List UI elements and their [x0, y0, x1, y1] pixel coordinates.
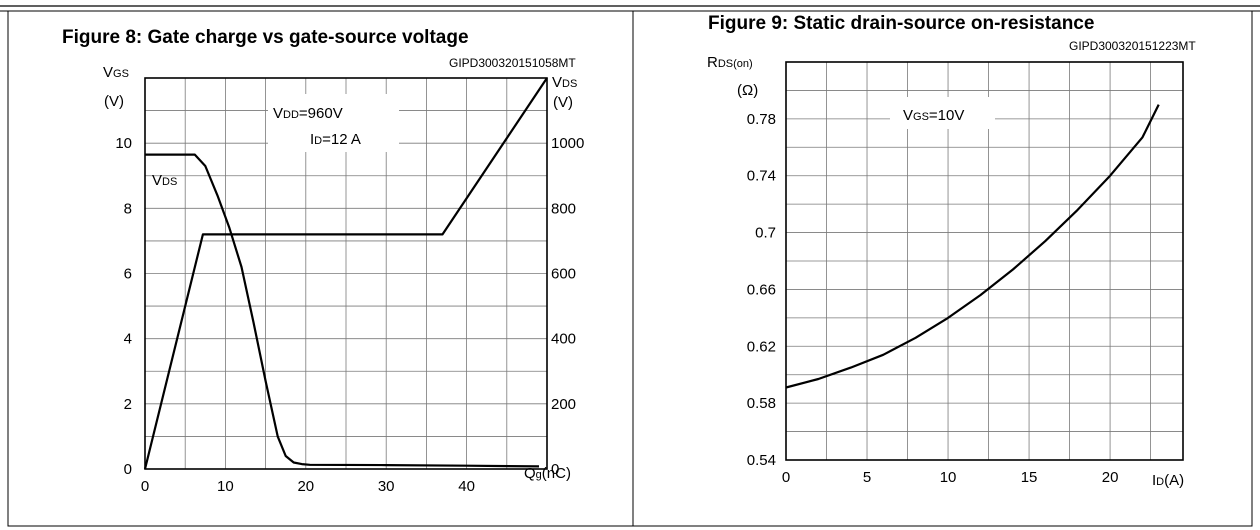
figure-8-x-tick-label: 30: [378, 478, 395, 495]
figure-9-x-tick-label: 10: [940, 469, 957, 486]
figure-9-y-axis-label: RDS(on): [707, 54, 753, 71]
figure-9-y-tick-label: 0.7: [755, 225, 776, 242]
figure-9-code: GIPD300320151223MT: [1069, 39, 1196, 53]
figure-8-right-tick-label: 200: [551, 396, 576, 413]
figure-frame: [7, 10, 1253, 527]
figure-8-series: [143, 77, 548, 470]
figure-8-left-axis-unit: (V): [104, 93, 124, 110]
figure-9-title: Figure 9: Static drain-source on-resista…: [708, 13, 1094, 34]
figure-8-annotation-box: [268, 94, 399, 152]
figure-8-left-tick-label: 4: [124, 331, 132, 348]
figure-8-title: Figure 8: Gate charge vs gate-source vol…: [62, 27, 469, 48]
figure-9-x-tick-label: 0: [782, 469, 790, 486]
figure-8-x-tick-label: 20: [297, 478, 314, 495]
figure-8-id-annotation: ID=12 A: [310, 131, 361, 148]
figure-9-rds-curve: [785, 104, 1160, 389]
figure-9-plot-frame: [785, 61, 1184, 461]
figure-9-x-axis-label: ID(A): [1152, 472, 1184, 489]
figure-9-y-tick-label: 0.62: [747, 338, 776, 355]
figure-9-y-tick-label: 0.66: [747, 281, 776, 298]
figure-9-x-tick-label: 20: [1102, 469, 1119, 486]
figure-9-y-tick-label: 0.58: [747, 395, 776, 412]
figure-9-y-tick-label: 0.54: [747, 452, 776, 469]
figure-8-left-tick-label: 10: [115, 135, 132, 152]
figure-8-vgs-curve: [143, 77, 548, 470]
figure-8-grid: [145, 78, 547, 469]
figure-8-x-axis-label: Qg(nC): [524, 465, 571, 482]
figure-9-y-tick-label: 0.74: [747, 168, 776, 185]
figure-9: Figure 9: Static drain-source on-resista…: [707, 13, 1196, 489]
figure-8-x-tick-label: 0: [141, 478, 149, 495]
figure-9-y-axis-unit: (Ω): [737, 82, 758, 99]
figure-8-right-tick-label: 1000: [551, 135, 584, 152]
figure-9-y-tick-label: 0.78: [747, 111, 776, 128]
figure-8-vdd-annotation: VDD=960V: [273, 105, 343, 122]
figure-9-tick-labels: 0 5 10 15 20 0.54 0.58 0.62 0.66 0.7 0.74 0.78: [747, 111, 1119, 486]
figure-8-vds-curve-label: VDS: [152, 172, 177, 189]
figure-8-right-axis-unit: (V): [553, 94, 573, 111]
figure-8-plot-frame: [144, 77, 548, 470]
figure-8-x-tick-label: 10: [217, 478, 234, 495]
figure-8-right-tick-label: 0: [551, 461, 559, 478]
figure-8: Figure 8: Gate charge vs gate-source vol…: [62, 27, 584, 495]
figure-8-right-axis-label: VDS: [552, 74, 577, 91]
figure-8-right-tick-label: 400: [551, 331, 576, 348]
figure-8-left-tick-label: 8: [124, 200, 132, 217]
figure-8-left-tick-label: 0: [124, 461, 132, 478]
figure-9-vgs-annotation: VGS=10V: [903, 107, 964, 124]
figure-8-right-tick-label: 600: [551, 266, 576, 283]
figure-8-code: GIPD300320151058MT: [449, 56, 576, 70]
figure-8-left-tick-label: 2: [124, 396, 132, 413]
figure-9-x-tick-label: 15: [1021, 469, 1038, 486]
figure-8-vds-curve: [145, 153, 540, 468]
figure-9-annotation-box: [890, 97, 995, 129]
figure-9-series: [785, 104, 1160, 389]
figure-8-x-tick-label: 40: [458, 478, 475, 495]
figure-8-left-axis-label: VGS: [103, 64, 129, 81]
figure-9-x-tick-label: 5: [863, 469, 871, 486]
figure-8-left-tick-label: 6: [124, 266, 132, 283]
figure-8-right-tick-label: 800: [551, 200, 576, 217]
